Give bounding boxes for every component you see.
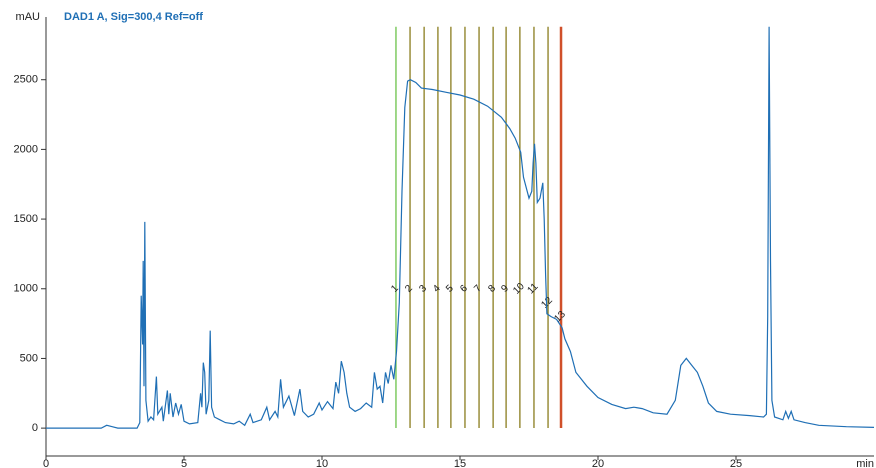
fraction-label: 8 [486, 283, 498, 295]
trace-line [46, 26, 875, 429]
fraction-label: 11 [526, 281, 541, 296]
x-tick-label: 25 [730, 458, 742, 468]
x-tick-label: 20 [592, 458, 604, 468]
y-axis-label: mAU [16, 11, 41, 23]
y-tick-label: 1000 [14, 283, 38, 295]
fraction-label: 5 [444, 283, 456, 295]
fraction-label: 2 [403, 283, 415, 295]
y-tick-label: 0 [32, 422, 38, 434]
y-tick-label: 2500 [14, 74, 38, 86]
x-tick-label: 15 [454, 458, 466, 468]
fraction-label: 13 [552, 309, 568, 325]
y-tick-label: 1500 [14, 213, 38, 225]
fraction-label: 7 [472, 283, 484, 295]
fraction-label: 4 [431, 283, 443, 295]
x-axis-label: min [856, 458, 874, 468]
chart-title: DAD1 A, Sig=300,4 Ref=off [64, 11, 203, 23]
y-tick-label: 2000 [14, 143, 38, 155]
x-tick-label: 10 [316, 458, 328, 468]
y-tick-label: 500 [20, 352, 38, 364]
fraction-label: 9 [499, 283, 511, 295]
x-tick-label: 0 [43, 458, 49, 468]
x-tick-label: 5 [181, 458, 187, 468]
fraction-label: 3 [417, 283, 429, 295]
fraction-label: 6 [458, 283, 470, 295]
